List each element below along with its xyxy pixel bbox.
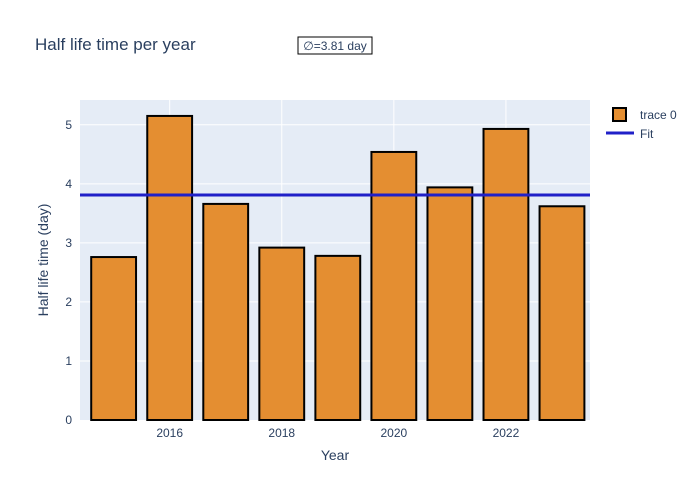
y-tick-label: 1 — [65, 354, 72, 368]
y-axis-title: Half life time (day) — [35, 204, 51, 317]
x-tick-label: 2020 — [380, 426, 407, 440]
bar-2018 — [258, 246, 306, 421]
bar-2023 — [538, 205, 586, 421]
bars — [90, 114, 586, 422]
annotation-frame — [297, 36, 373, 55]
x-tick-label: 2022 — [493, 426, 520, 440]
annotation-text: ∅=3.81 day — [303, 39, 367, 53]
bar-2015 — [90, 256, 138, 421]
bar-2020 — [370, 150, 418, 421]
annotation-box: ∅=3.81 day — [297, 36, 373, 55]
y-tick-label: 0 — [65, 413, 72, 427]
bar-2021 — [426, 186, 474, 421]
bar-2019 — [314, 254, 362, 421]
bar-2016 — [146, 114, 194, 422]
legend: trace 0 Fit — [606, 107, 677, 141]
y-tick-labels: 0 1 2 3 4 5 — [65, 118, 72, 427]
legend-label-trace-0: trace 0 — [640, 108, 677, 122]
y-tick-label: 4 — [65, 177, 72, 191]
legend-label-fit: Fit — [640, 127, 654, 141]
legend-swatch-trace-0 — [612, 107, 627, 122]
x-tick-label: 2018 — [268, 426, 295, 440]
x-tick-labels: 2016 2018 2020 2022 — [156, 426, 519, 440]
x-axis-title: Year — [321, 447, 350, 463]
y-tick-label: 2 — [65, 295, 72, 309]
chart-title: Half life time per year — [35, 35, 196, 54]
y-tick-label: 3 — [65, 236, 72, 250]
bar-2022 — [482, 127, 530, 421]
x-tick-label: 2016 — [156, 426, 183, 440]
y-tick-label: 5 — [65, 118, 72, 132]
bar-2017 — [202, 202, 250, 421]
